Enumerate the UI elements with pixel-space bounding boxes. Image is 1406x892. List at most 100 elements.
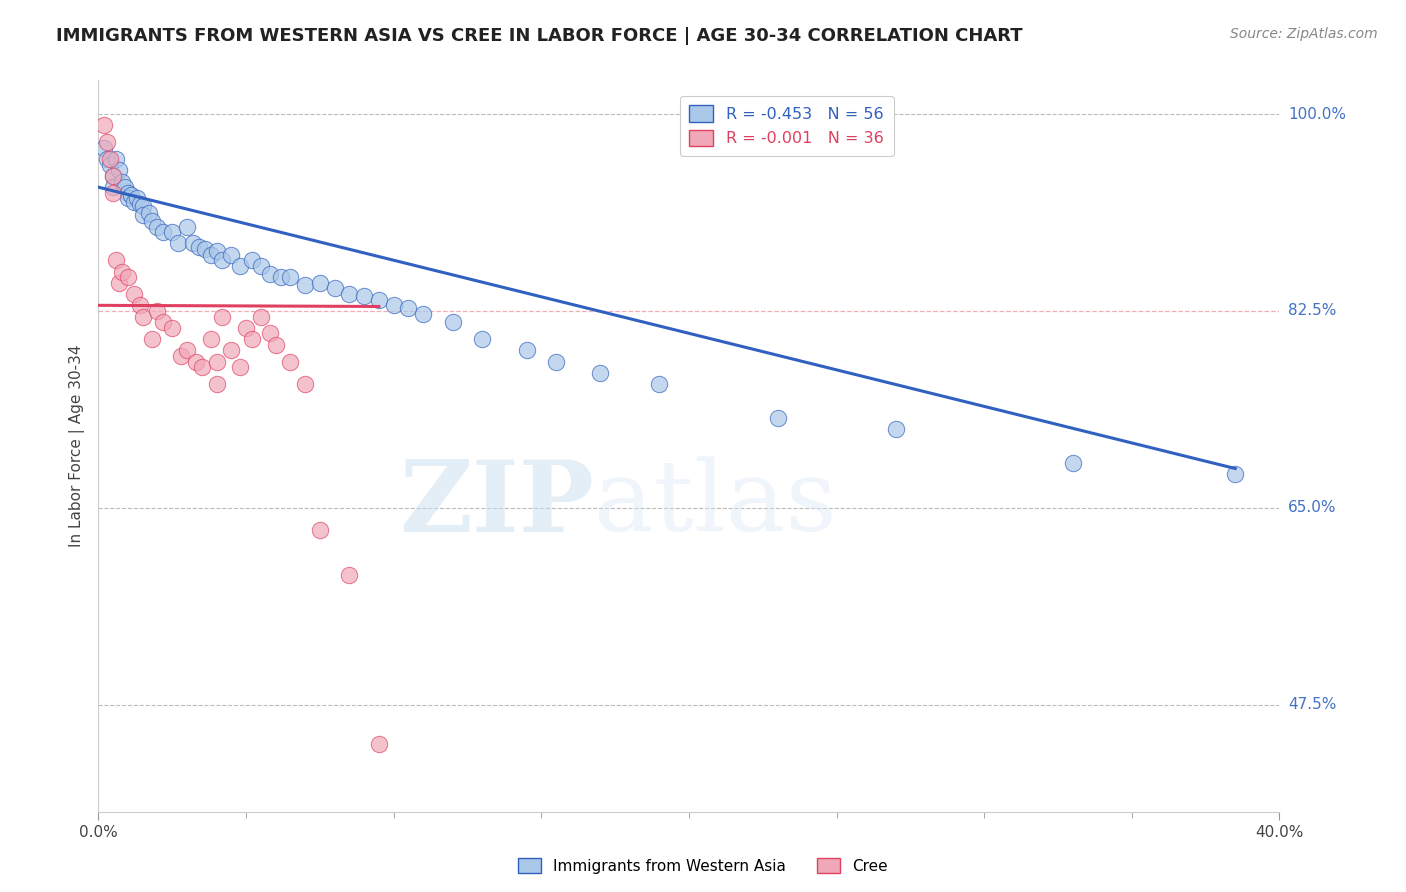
Point — [240, 332, 263, 346]
Point — [114, 180, 136, 194]
Point — [103, 180, 125, 194]
Text: Source: ZipAtlas.com: Source: ZipAtlas.com — [1230, 27, 1378, 41]
Point — [96, 152, 118, 166]
Point — [184, 354, 207, 368]
Point — [884, 422, 907, 436]
Point — [111, 175, 134, 189]
Text: 47.5%: 47.5% — [1288, 698, 1337, 713]
Point — [309, 276, 332, 290]
Point — [368, 293, 391, 307]
Point — [1062, 456, 1084, 470]
Point — [648, 377, 671, 392]
Point — [259, 326, 281, 341]
Point — [516, 343, 538, 358]
Point — [339, 287, 361, 301]
Point — [221, 343, 243, 358]
Point — [368, 737, 391, 751]
Point — [105, 152, 128, 166]
Point — [264, 337, 287, 351]
Point — [132, 208, 155, 222]
Point — [323, 281, 346, 295]
Point — [766, 410, 789, 425]
Point — [471, 332, 494, 346]
Point — [170, 349, 193, 363]
Point — [200, 332, 222, 346]
Point — [122, 194, 145, 209]
Point — [128, 298, 150, 312]
Point — [270, 270, 292, 285]
Point — [205, 354, 228, 368]
Text: atlas: atlas — [595, 457, 837, 552]
Point — [250, 259, 273, 273]
Point — [125, 191, 148, 205]
Point — [162, 225, 183, 239]
Point — [211, 310, 233, 324]
Point — [339, 568, 361, 582]
Legend: R = -0.453   N = 56, R = -0.001   N = 36: R = -0.453 N = 56, R = -0.001 N = 36 — [681, 95, 894, 156]
Point — [162, 321, 183, 335]
Point — [194, 242, 217, 256]
Point — [138, 206, 160, 220]
Point — [167, 236, 190, 251]
Point — [117, 191, 139, 205]
Point — [221, 248, 243, 262]
Point — [128, 197, 150, 211]
Point — [280, 354, 302, 368]
Point — [93, 141, 115, 155]
Point — [132, 310, 155, 324]
Point — [141, 214, 163, 228]
Point — [205, 377, 228, 392]
Point — [152, 225, 174, 239]
Point — [200, 248, 222, 262]
Point — [211, 253, 233, 268]
Point — [382, 298, 405, 312]
Point — [589, 366, 612, 380]
Text: 82.5%: 82.5% — [1288, 303, 1337, 318]
Point — [108, 276, 131, 290]
Text: 100.0%: 100.0% — [1288, 106, 1347, 121]
Legend: Immigrants from Western Asia, Cree: Immigrants from Western Asia, Cree — [512, 852, 894, 880]
Point — [250, 310, 273, 324]
Point — [259, 267, 281, 281]
Point — [546, 354, 568, 368]
Point — [122, 287, 145, 301]
Point — [103, 169, 125, 183]
Text: IMMIGRANTS FROM WESTERN ASIA VS CREE IN LABOR FORCE | AGE 30-34 CORRELATION CHAR: IMMIGRANTS FROM WESTERN ASIA VS CREE IN … — [56, 27, 1024, 45]
Point — [120, 188, 142, 202]
Point — [117, 186, 139, 200]
Point — [117, 270, 139, 285]
Point — [93, 118, 115, 132]
Point — [294, 377, 316, 392]
Point — [187, 240, 209, 254]
Point — [105, 253, 128, 268]
Point — [108, 163, 131, 178]
Point — [98, 158, 121, 172]
Point — [205, 244, 228, 259]
Point — [176, 219, 198, 234]
Y-axis label: In Labor Force | Age 30-34: In Labor Force | Age 30-34 — [69, 344, 84, 548]
Point — [141, 332, 163, 346]
Point — [98, 152, 121, 166]
Point — [412, 307, 434, 321]
Point — [132, 199, 155, 213]
Point — [103, 169, 125, 183]
Point — [111, 264, 134, 278]
Point — [181, 236, 204, 251]
Point — [1225, 467, 1247, 482]
Point — [152, 315, 174, 329]
Point — [353, 289, 375, 303]
Point — [398, 301, 420, 315]
Point — [229, 360, 252, 375]
Point — [146, 304, 169, 318]
Point — [280, 270, 302, 285]
Text: 65.0%: 65.0% — [1288, 500, 1337, 516]
Point — [240, 253, 263, 268]
Point — [441, 315, 464, 329]
Point — [235, 321, 257, 335]
Point — [309, 524, 332, 538]
Point — [191, 360, 214, 375]
Point — [146, 219, 169, 234]
Text: ZIP: ZIP — [399, 456, 595, 553]
Point — [103, 186, 125, 200]
Point — [229, 259, 252, 273]
